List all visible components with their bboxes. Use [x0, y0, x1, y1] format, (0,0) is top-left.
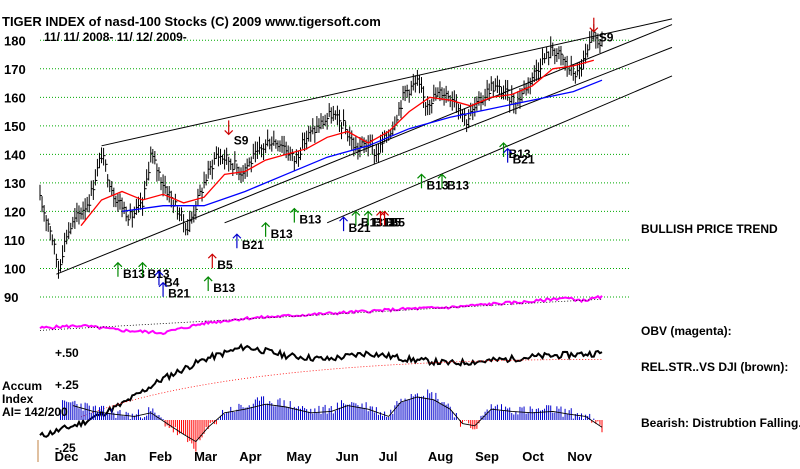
obv-trend	[39, 298, 603, 331]
signal-label: B21	[513, 153, 535, 167]
signal-arrow-head	[289, 207, 299, 213]
x-month-label: Jun	[336, 449, 359, 464]
relstr-ma	[80, 359, 603, 418]
relstr-line	[39, 343, 603, 438]
signal-arrow-head	[499, 142, 508, 148]
y-tick-label: 120	[4, 204, 26, 219]
signal-label: B13	[213, 281, 235, 295]
trade-signals: S9S9B13B13B4B21B13B5B21B13B13B21B13B13B5…	[113, 17, 614, 301]
trendline	[326, 75, 673, 224]
signal-arrow-head	[589, 27, 599, 33]
x-month-label: Nov	[567, 449, 592, 464]
accum-label-line3: AI= 142/200	[2, 405, 68, 419]
trend-note: BULLISH PRICE TREND	[641, 222, 778, 236]
signal-label: S9	[234, 133, 249, 147]
y-tick-label: 180	[4, 33, 26, 48]
relstr-label: +.50	[55, 346, 79, 360]
signal-arrow-head	[158, 281, 168, 288]
signal-arrow-head	[203, 276, 213, 282]
y-tick-label: 140	[4, 147, 26, 162]
y-tick-label: 150	[4, 119, 26, 134]
x-month-label: Oct	[522, 449, 544, 464]
obv-line	[39, 294, 603, 336]
obv-series	[39, 294, 603, 336]
signal-arrow-head	[154, 270, 164, 276]
trendline	[224, 46, 673, 224]
signal-label: S9	[599, 31, 614, 45]
date-range: 11/ 11/ 2008- 11/ 12/ 2009-	[44, 30, 187, 44]
signal-label: B13	[361, 215, 383, 229]
relstr-label: +.25	[55, 378, 79, 392]
obv-note: OBV (magenta):	[641, 324, 732, 338]
x-month-label: Sep	[475, 449, 499, 464]
signal-arrow-head	[376, 210, 385, 216]
signal-arrow-head	[232, 233, 242, 239]
relstr-series: +.50 +.25	[39, 343, 603, 438]
trendline	[101, 18, 673, 147]
y-tick-label: 110	[4, 233, 25, 248]
signal-label: B13	[271, 227, 293, 241]
y-tick-label: 170	[4, 62, 26, 77]
signal-label: B21	[349, 221, 371, 235]
signal-arrow-head	[207, 253, 217, 259]
signal-arrow-head	[503, 147, 513, 154]
x-month-label: Jul	[379, 449, 398, 464]
y-tick-label: 90	[4, 290, 18, 305]
accum-series: -.25	[55, 389, 603, 455]
signal-label: B5	[390, 215, 406, 229]
x-month-labels: Dec Jan Feb Mar Apr May Jun Jul Aug Sep Oct Nov	[55, 449, 593, 464]
accum-label-line2: Index	[2, 392, 34, 406]
signal-label: B13	[447, 178, 469, 192]
signal-arrow-head	[224, 129, 234, 136]
x-month-label: Feb	[149, 449, 172, 464]
signal-arrow-head	[138, 261, 147, 268]
ma-long-line	[121, 79, 603, 213]
x-month-label: Mar	[194, 449, 217, 464]
signal-arrow-head	[351, 210, 361, 216]
price-series	[39, 24, 604, 279]
signal-arrow-head	[437, 173, 447, 179]
signal-label: B21	[242, 238, 264, 252]
signal-label: B13	[509, 147, 531, 161]
x-month-label: Apr	[239, 449, 261, 464]
signal-label: B5	[217, 258, 233, 272]
moving-averages	[80, 59, 603, 227]
signal-label: B21	[168, 287, 190, 301]
signal-label: B13	[299, 213, 321, 227]
y-tick-label: 130	[4, 176, 26, 191]
ma-short-line	[80, 59, 594, 227]
chart-title: TIGER INDEX of nasd-100 Stocks (C) 2009 …	[2, 14, 381, 29]
signal-arrow-head	[339, 216, 348, 222]
signal-arrow-head	[380, 210, 390, 216]
x-month-label: Aug	[428, 449, 453, 464]
relstr-note: REL.STR..VS DJI (brown):	[641, 360, 788, 374]
signal-label: B13	[123, 267, 145, 281]
x-month-label: May	[286, 449, 312, 464]
y-tick-label: 100	[4, 261, 26, 276]
accum-label-line1: Accum	[2, 379, 42, 393]
accum-ma	[72, 396, 603, 443]
signal-arrow-head	[113, 261, 123, 268]
x-month-label: Dec	[55, 449, 79, 464]
accum-tick-label: -.25	[55, 441, 76, 455]
signal-arrow-head	[363, 210, 373, 216]
y-tick-label: 160	[4, 90, 26, 105]
signal-arrow-head	[417, 173, 426, 179]
signal-arrow-head	[261, 221, 271, 228]
y-tick-labels: 180 170 160 150 140 130 120 110 100 90	[4, 33, 26, 305]
x-month-label: Jan	[104, 449, 126, 464]
signal-label: B13	[427, 178, 449, 192]
signal-label: B5	[385, 215, 401, 229]
accum-note: Bearish: Distrubtion Falling.	[641, 416, 800, 430]
signal-label: B4	[164, 275, 180, 289]
